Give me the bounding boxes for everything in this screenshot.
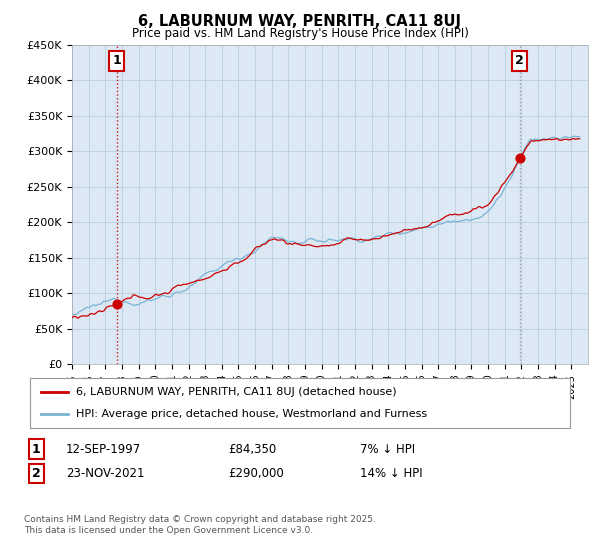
Text: 6, LABURNUM WAY, PENRITH, CA11 8UJ (detached house): 6, LABURNUM WAY, PENRITH, CA11 8UJ (deta… [76, 387, 397, 397]
Text: £290,000: £290,000 [228, 466, 284, 480]
Text: 12-SEP-1997: 12-SEP-1997 [66, 442, 141, 456]
Text: 1: 1 [32, 442, 40, 456]
Text: £84,350: £84,350 [228, 442, 276, 456]
Text: 14% ↓ HPI: 14% ↓ HPI [360, 466, 422, 480]
Text: 6, LABURNUM WAY, PENRITH, CA11 8UJ: 6, LABURNUM WAY, PENRITH, CA11 8UJ [139, 14, 461, 29]
Text: HPI: Average price, detached house, Westmorland and Furness: HPI: Average price, detached house, West… [76, 409, 427, 419]
Text: 2: 2 [32, 466, 40, 480]
Text: 1: 1 [113, 54, 121, 67]
Text: 23-NOV-2021: 23-NOV-2021 [66, 466, 145, 480]
Text: Contains HM Land Registry data © Crown copyright and database right 2025.
This d: Contains HM Land Registry data © Crown c… [24, 515, 376, 535]
Point [515, 154, 524, 163]
Text: 7% ↓ HPI: 7% ↓ HPI [360, 442, 415, 456]
Text: 2: 2 [515, 54, 524, 67]
Text: Price paid vs. HM Land Registry's House Price Index (HPI): Price paid vs. HM Land Registry's House … [131, 27, 469, 40]
Point [112, 300, 122, 309]
